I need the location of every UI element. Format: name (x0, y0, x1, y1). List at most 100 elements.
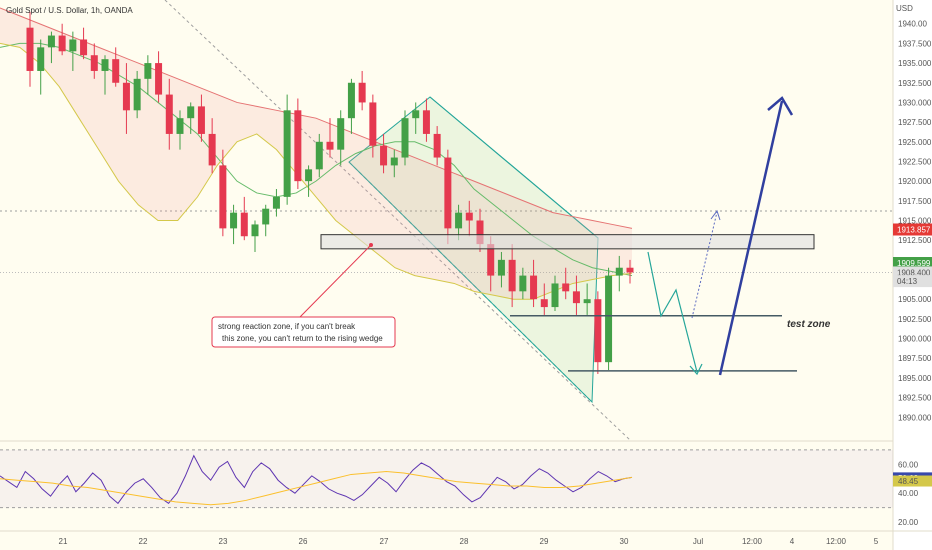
time-tick-label: 5 (874, 537, 879, 546)
time-tick-label: 22 (139, 537, 148, 546)
candle-body (26, 27, 34, 71)
candle-body (187, 106, 195, 119)
projection-arrows (647, 96, 794, 376)
time-tick-label: 23 (219, 537, 228, 546)
price-tick-label: 1895.000 (898, 374, 932, 383)
price-tick-label: 1930.000 (898, 98, 932, 107)
candle-body (626, 267, 634, 273)
annotation-anchor (369, 243, 373, 247)
candle-body (197, 106, 205, 134)
projection-down-arrowhead (689, 363, 703, 376)
candle-body (37, 47, 45, 71)
candle-body (508, 259, 516, 292)
price-axis: 1940.00 1937.500 1935.000 1932.500 1930.000 1… (893, 20, 932, 527)
candle-body (369, 102, 377, 146)
candle-body (80, 39, 88, 56)
test-zone-label: test zone (787, 319, 831, 330)
projection-up-arrowhead (767, 96, 794, 116)
candle-body (487, 244, 495, 276)
rsi-line (0, 454, 633, 505)
price-tick-label: 1902.500 (898, 315, 932, 324)
candle-body (444, 157, 452, 229)
currency-label: USD (896, 4, 913, 13)
price-badge (893, 223, 932, 236)
projection-up-line (718, 100, 784, 376)
candle-body (594, 299, 602, 363)
candle-body (122, 82, 130, 111)
price-tick-label: 1937.500 (898, 39, 932, 48)
candle-body (562, 283, 570, 292)
rsi-ma-line (0, 471, 633, 506)
candle-body (219, 165, 227, 229)
annotation-box[interactable] (211, 316, 396, 348)
candle-body (144, 63, 152, 79)
candle-body (476, 220, 484, 245)
candle-body (262, 208, 270, 225)
time-axis: 21 22 23 26 27 28 29 30 Jul 12:00 4 12:00 5 (59, 537, 879, 546)
price-tick-label: 1940.00 (898, 20, 927, 29)
rsi-pane (0, 449, 893, 509)
candle-body (176, 118, 184, 134)
candle-body (251, 224, 259, 237)
price-badge-label: 1913.857 (897, 225, 931, 234)
rsi-tick-label: 20.00 (898, 518, 919, 527)
candle-body (90, 55, 98, 71)
projection-down-path (647, 251, 698, 373)
candle-body (540, 299, 548, 308)
annotation-leader (299, 245, 371, 318)
candle-body (208, 133, 216, 166)
candle-body (47, 35, 55, 48)
chart-title: Gold Spot / U.S. Dollar, 1h, OANDA (6, 6, 133, 15)
price-tick-label: 1890.000 (898, 413, 932, 422)
candle-body (112, 59, 120, 83)
trend-dashed-line (164, 0, 631, 441)
candle-body (422, 110, 430, 134)
zones (320, 234, 815, 372)
candle-body (230, 212, 238, 229)
ma-line-3 (0, 42, 633, 300)
time-tick-label: 21 (59, 537, 68, 546)
price-tick-label: 1915.000 (898, 217, 932, 226)
rsi-band (0, 449, 893, 508)
candle-body (101, 59, 109, 71)
candle-body (347, 82, 355, 119)
candle-body (240, 212, 248, 237)
time-tick-label: 26 (299, 537, 308, 546)
time-tick-label: 30 (620, 537, 629, 546)
price-tick-label: 1912.500 (898, 236, 932, 245)
reaction-zone-box (320, 234, 815, 250)
candle-body (165, 94, 173, 134)
candle-body (497, 259, 505, 276)
price-tick-label: 1932.500 (898, 79, 932, 88)
candle-body (390, 157, 398, 166)
price-tick-label: 1922.500 (898, 157, 932, 166)
time-tick-label: 4 (790, 537, 795, 546)
candle-body (283, 110, 291, 197)
candle-body (530, 275, 538, 300)
candle-body (605, 275, 613, 363)
candle-body (401, 118, 409, 158)
candle-body (272, 196, 280, 209)
price-badge (893, 257, 932, 270)
candle-body (337, 118, 345, 150)
candle-body (380, 145, 388, 166)
candle-body (58, 35, 66, 52)
candle-body (315, 141, 323, 170)
price-badge-label: 1908.400 (897, 268, 931, 277)
candle-body (294, 110, 302, 182)
candle-body (133, 78, 141, 111)
channel-upper-line (429, 96, 599, 239)
annotation-line-1: strong reaction zone, if you can't break (218, 322, 356, 331)
price-badge-label: 1909.599 (897, 259, 931, 268)
rsi-badge-label: 48.45 (898, 477, 919, 486)
time-tick-label: 12:00 (742, 537, 763, 546)
candle-body (465, 212, 473, 221)
candle-body (305, 169, 313, 182)
candle-body (433, 133, 441, 158)
price-badge-label: 04:13 (897, 277, 918, 286)
candle-body (551, 283, 559, 308)
ma-line-1 (0, 7, 633, 229)
price-tick-label: 1925.000 (898, 138, 932, 147)
candle-body (572, 291, 580, 304)
